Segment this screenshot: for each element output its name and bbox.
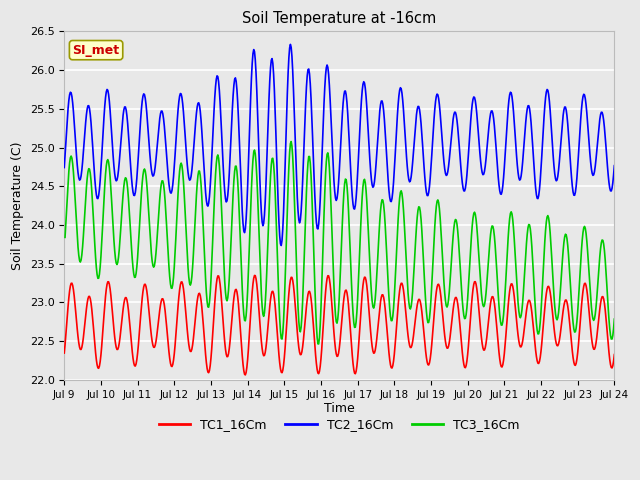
Legend: TC1_16Cm, TC2_16Cm, TC3_16Cm: TC1_16Cm, TC2_16Cm, TC3_16Cm (154, 413, 525, 436)
X-axis label: Time: Time (324, 402, 355, 415)
Y-axis label: Soil Temperature (C): Soil Temperature (C) (11, 142, 24, 270)
Text: SI_met: SI_met (72, 44, 120, 57)
Title: Soil Temperature at -16cm: Soil Temperature at -16cm (242, 11, 436, 26)
